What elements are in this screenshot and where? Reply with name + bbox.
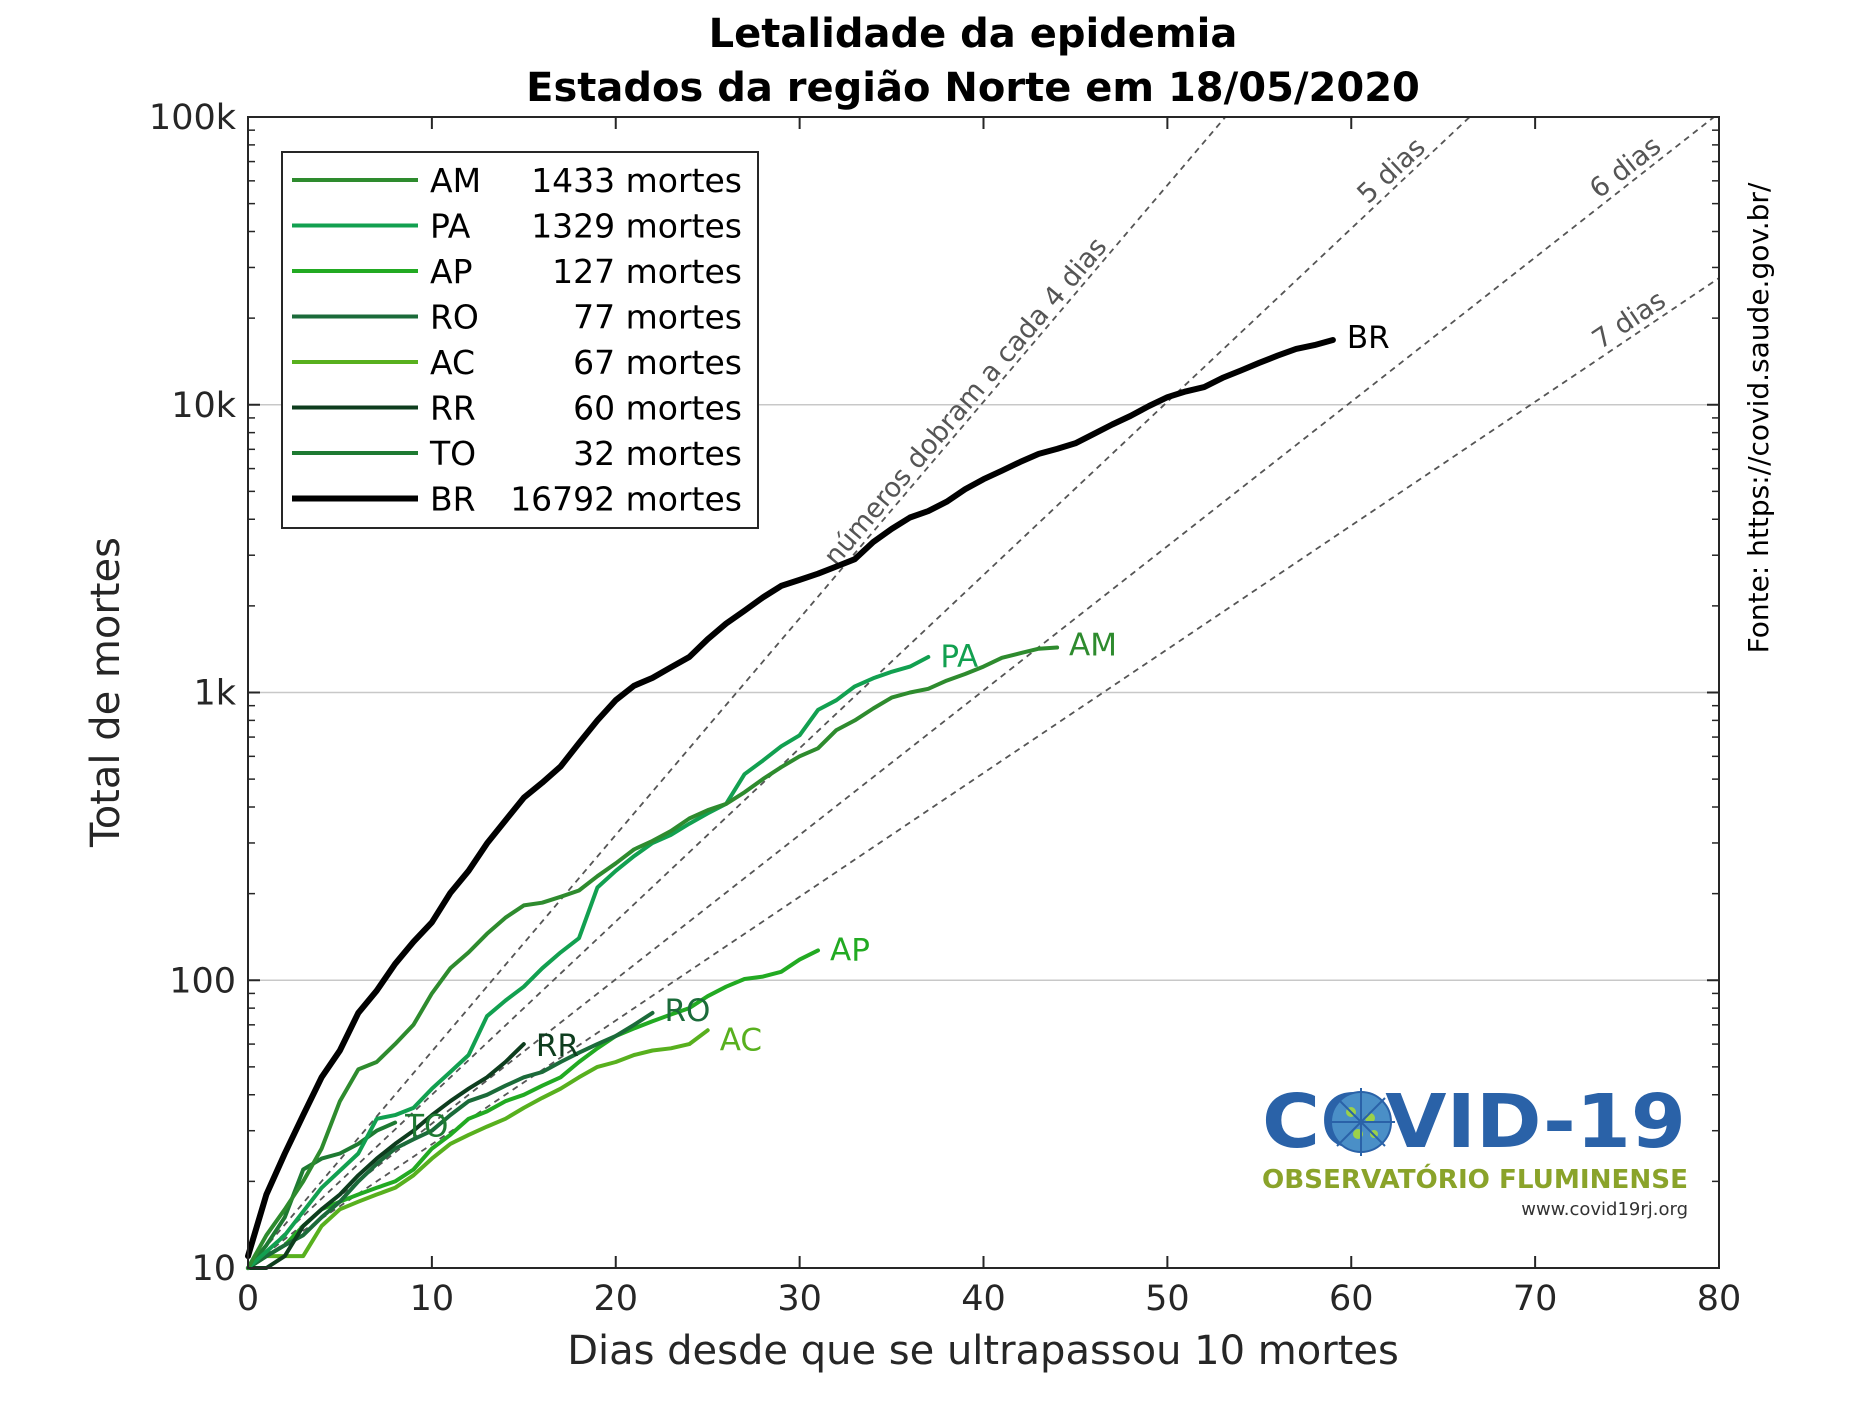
end-label-ac: AC (720, 1022, 762, 1058)
series-line-am (246, 645, 1060, 1270)
logo-url: www.covid19rj.org (1521, 1199, 1688, 1220)
legend-deaths-pa: 1329 mortes (531, 207, 742, 246)
legend-box (281, 151, 759, 529)
legend-deaths-ac: 67 mortes (573, 343, 742, 382)
legend-deaths-ap: 127 mortes (552, 252, 742, 291)
y-tick-label: 10k (171, 386, 237, 426)
reference-line-label: números dobram a cada 4 dias (818, 232, 1113, 572)
reference-line-label: 7 dias (1587, 285, 1672, 356)
legend-deaths-rr: 60 mortes (573, 389, 742, 428)
end-label-to: TO (404, 1109, 448, 1145)
legend-label-rr: RR (430, 389, 476, 428)
x-tick-label: 80 (1697, 1279, 1742, 1319)
logo-title: COVID-19 (1262, 1079, 1686, 1165)
legend-deaths-am: 1433 mortes (531, 161, 742, 200)
legend-label-ro: RO (430, 298, 479, 337)
end-label-br: BR (1347, 320, 1390, 356)
reference-line (247, 116, 1715, 1269)
x-tick-label: 20 (593, 1279, 638, 1319)
covid19-logo: COVID-19 OBSERVATÓRIO FLUMINENSE www.cov… (1262, 1079, 1688, 1220)
y-axis-label: Total de mortes (83, 537, 129, 848)
x-tick-label: 0 (237, 1279, 259, 1319)
legend-label-ap: AP (430, 252, 472, 291)
series-layer (245, 337, 1336, 1270)
legend-label-ac: AC (430, 343, 475, 382)
series-line-to (246, 1120, 398, 1270)
x-tick-label: 30 (777, 1279, 822, 1319)
virus-icon (1327, 1088, 1395, 1156)
end-label-ap: AP (830, 932, 870, 968)
y-tick-label: 1k (193, 674, 236, 714)
chart-title: Letalidade da epidemia (709, 11, 1238, 57)
reference-line-label: 5 dias (1351, 132, 1431, 210)
logo-subtitle: OBSERVATÓRIO FLUMINENSE (1262, 1163, 1688, 1195)
reference-line (247, 277, 1720, 1269)
source-note: Fonte: https://covid.saude.gov.br/ (1742, 182, 1775, 653)
legend-deaths-to: 32 mortes (573, 434, 742, 473)
legend-label-am: AM (430, 161, 481, 200)
legend: AM 1433 mortes PA 1329 mortes AP 127 mortes RO… (281, 151, 759, 529)
end-label-am: AM (1069, 628, 1117, 664)
series-line-ro (246, 1010, 655, 1270)
reference-line (247, 116, 1226, 1269)
end-label-pa: PA (940, 639, 978, 675)
legend-deaths-br: 16792 mortes (510, 480, 742, 519)
legend-label-pa: PA (430, 207, 471, 246)
series-line-pa (246, 655, 931, 1270)
x-tick-label: 50 (1145, 1279, 1190, 1319)
chart-subtitle: Estados da região Norte em 18/05/2020 (526, 65, 1420, 111)
series-line-br (245, 337, 1336, 1260)
series-line-rr (246, 1042, 526, 1270)
x-tick-label: 60 (1329, 1279, 1374, 1319)
y-tick-label: 100 (169, 961, 236, 1001)
end-label-ro: RO (665, 993, 711, 1029)
end-label-rr: RR (536, 1028, 579, 1064)
y-tick-label: 10 (191, 1249, 236, 1289)
reference-line-label: 6 dias (1584, 130, 1667, 204)
legend-deaths-ro: 77 mortes (573, 298, 742, 337)
series-line-ap (246, 948, 820, 1270)
x-tick-label: 70 (1513, 1279, 1558, 1319)
series-line-ac (246, 1028, 710, 1270)
legend-label-to: TO (429, 434, 476, 473)
y-tick-label: 100k (149, 98, 237, 138)
x-tick-label: 10 (410, 1279, 455, 1319)
x-axis-label: Dias desde que se ultrapassou 10 mortes (567, 1328, 1399, 1374)
legend-label-br: BR (430, 480, 476, 519)
reference-line (247, 116, 1471, 1269)
x-tick-label: 40 (961, 1279, 1006, 1319)
